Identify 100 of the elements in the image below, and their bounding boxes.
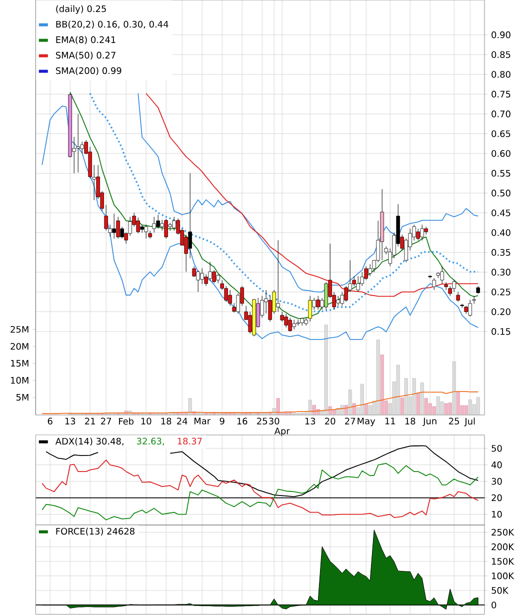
bar	[272, 408, 276, 414]
x-tick-label: 27	[101, 418, 112, 424]
y2-tick-label: 5M	[16, 394, 28, 401]
y-tick-label: 0	[492, 602, 496, 608]
candlestick	[448, 286, 452, 296]
x-tick-label: 18	[161, 418, 172, 424]
x-tick-label: 30	[269, 418, 280, 424]
bar	[476, 397, 480, 414]
y-tick-label: 0.20	[492, 308, 510, 316]
candlestick	[452, 280, 456, 292]
bar	[380, 354, 384, 414]
y-tick-label: 250K	[492, 528, 514, 536]
y-tick-label: 0.40	[492, 229, 510, 236]
candlestick	[184, 234, 188, 272]
candlestick	[156, 214, 160, 229]
candlestick	[468, 300, 472, 317]
y-tick-label: 0.65	[492, 130, 510, 138]
bar	[420, 382, 424, 414]
y-tick-label: 0.85	[492, 51, 510, 58]
bar	[436, 396, 440, 414]
x-tick-label: 10	[141, 418, 152, 424]
x-tick-label: 13	[65, 418, 76, 424]
x-tick-label: Jul	[464, 418, 475, 426]
candlestick	[284, 313, 288, 328]
candlestick	[420, 224, 424, 241]
bar	[432, 406, 436, 414]
x-tick-label: 21	[85, 418, 95, 424]
candlestick	[164, 218, 168, 239]
y2-tick-label: 10M	[11, 376, 28, 384]
x-tick-label: 13	[305, 418, 316, 424]
x-tick-label: 25	[449, 418, 460, 424]
y-tick-label: 0.55	[492, 170, 510, 177]
y-tick-label: 0.60	[492, 150, 510, 157]
y-tick-label: 0.50	[492, 190, 510, 196]
bar	[416, 393, 420, 414]
y-tick-label: 100K	[492, 572, 514, 580]
x-tick-label: 27	[345, 418, 356, 424]
candlestick	[280, 311, 284, 322]
x-tick-label: May	[358, 418, 376, 426]
candlestick	[416, 228, 420, 241]
bar	[464, 405, 468, 414]
y-tick-label: 50K	[492, 587, 508, 594]
x-tick-label: 16	[237, 418, 248, 424]
x-tick-label: Feb	[119, 418, 134, 425]
candlestick	[308, 296, 312, 322]
x-tick-label: 18	[405, 418, 416, 424]
legend-label: EMA(8) 0.241	[56, 36, 116, 44]
candlestick	[116, 216, 120, 239]
bar	[404, 378, 408, 414]
bar	[188, 398, 192, 414]
legend-label: SMA(50) 0.27	[56, 52, 116, 60]
legend-label: BB(20,2) 0.16, 0.30, 0.44	[56, 20, 168, 29]
y-tick-label: 150K	[492, 558, 514, 565]
y-tick-label: 0.25	[492, 288, 510, 296]
legend-label: FORCE(13) 24628	[56, 528, 134, 536]
candlestick	[200, 268, 204, 284]
candlestick	[288, 317, 292, 332]
candlestick	[196, 270, 200, 292]
y-tick-label: 0.70	[492, 110, 510, 118]
candlestick	[292, 319, 296, 330]
candlestick	[76, 114, 80, 173]
y-tick-label: 0.30	[492, 268, 510, 276]
candlestick	[136, 217, 140, 234]
candlestick	[316, 296, 320, 310]
candlestick	[152, 216, 156, 233]
bar	[448, 402, 452, 414]
y-tick-label: 0.90	[492, 31, 510, 38]
x-tick-label: 11	[385, 418, 395, 424]
x-tick-label: 24	[177, 418, 188, 424]
candlestick	[368, 264, 372, 276]
candlestick	[456, 292, 460, 302]
candlestick	[276, 240, 280, 312]
legend-label: SMA(200) 0.99	[56, 67, 122, 76]
bar	[424, 398, 428, 414]
x-tick-label: 25	[257, 418, 268, 424]
bar	[324, 324, 328, 414]
x-tick-label: Mar	[194, 418, 211, 424]
x-tick-label: 20	[325, 418, 336, 424]
bar	[400, 398, 404, 414]
bar	[364, 404, 368, 414]
bar	[456, 391, 460, 414]
candlestick	[228, 290, 232, 306]
x-tick-label: Apr	[274, 428, 290, 436]
candlestick	[324, 282, 328, 310]
bar	[444, 403, 448, 414]
candlestick	[356, 276, 360, 292]
y-tick-label: 0.75	[492, 90, 510, 98]
candlestick	[216, 274, 220, 284]
x-tick-label: 9	[220, 418, 224, 424]
y-tick-label: 0.80	[492, 70, 510, 78]
x-tick-label: Jun	[422, 418, 436, 426]
candlestick	[344, 286, 348, 302]
candlestick	[172, 216, 176, 231]
bar	[412, 378, 416, 414]
candlestick	[432, 278, 436, 290]
bar	[332, 410, 336, 414]
y-tick-label: 0.15	[492, 328, 510, 335]
bar	[352, 403, 356, 414]
y2-tick-label: 20M	[10, 342, 28, 350]
candlestick	[104, 204, 108, 231]
